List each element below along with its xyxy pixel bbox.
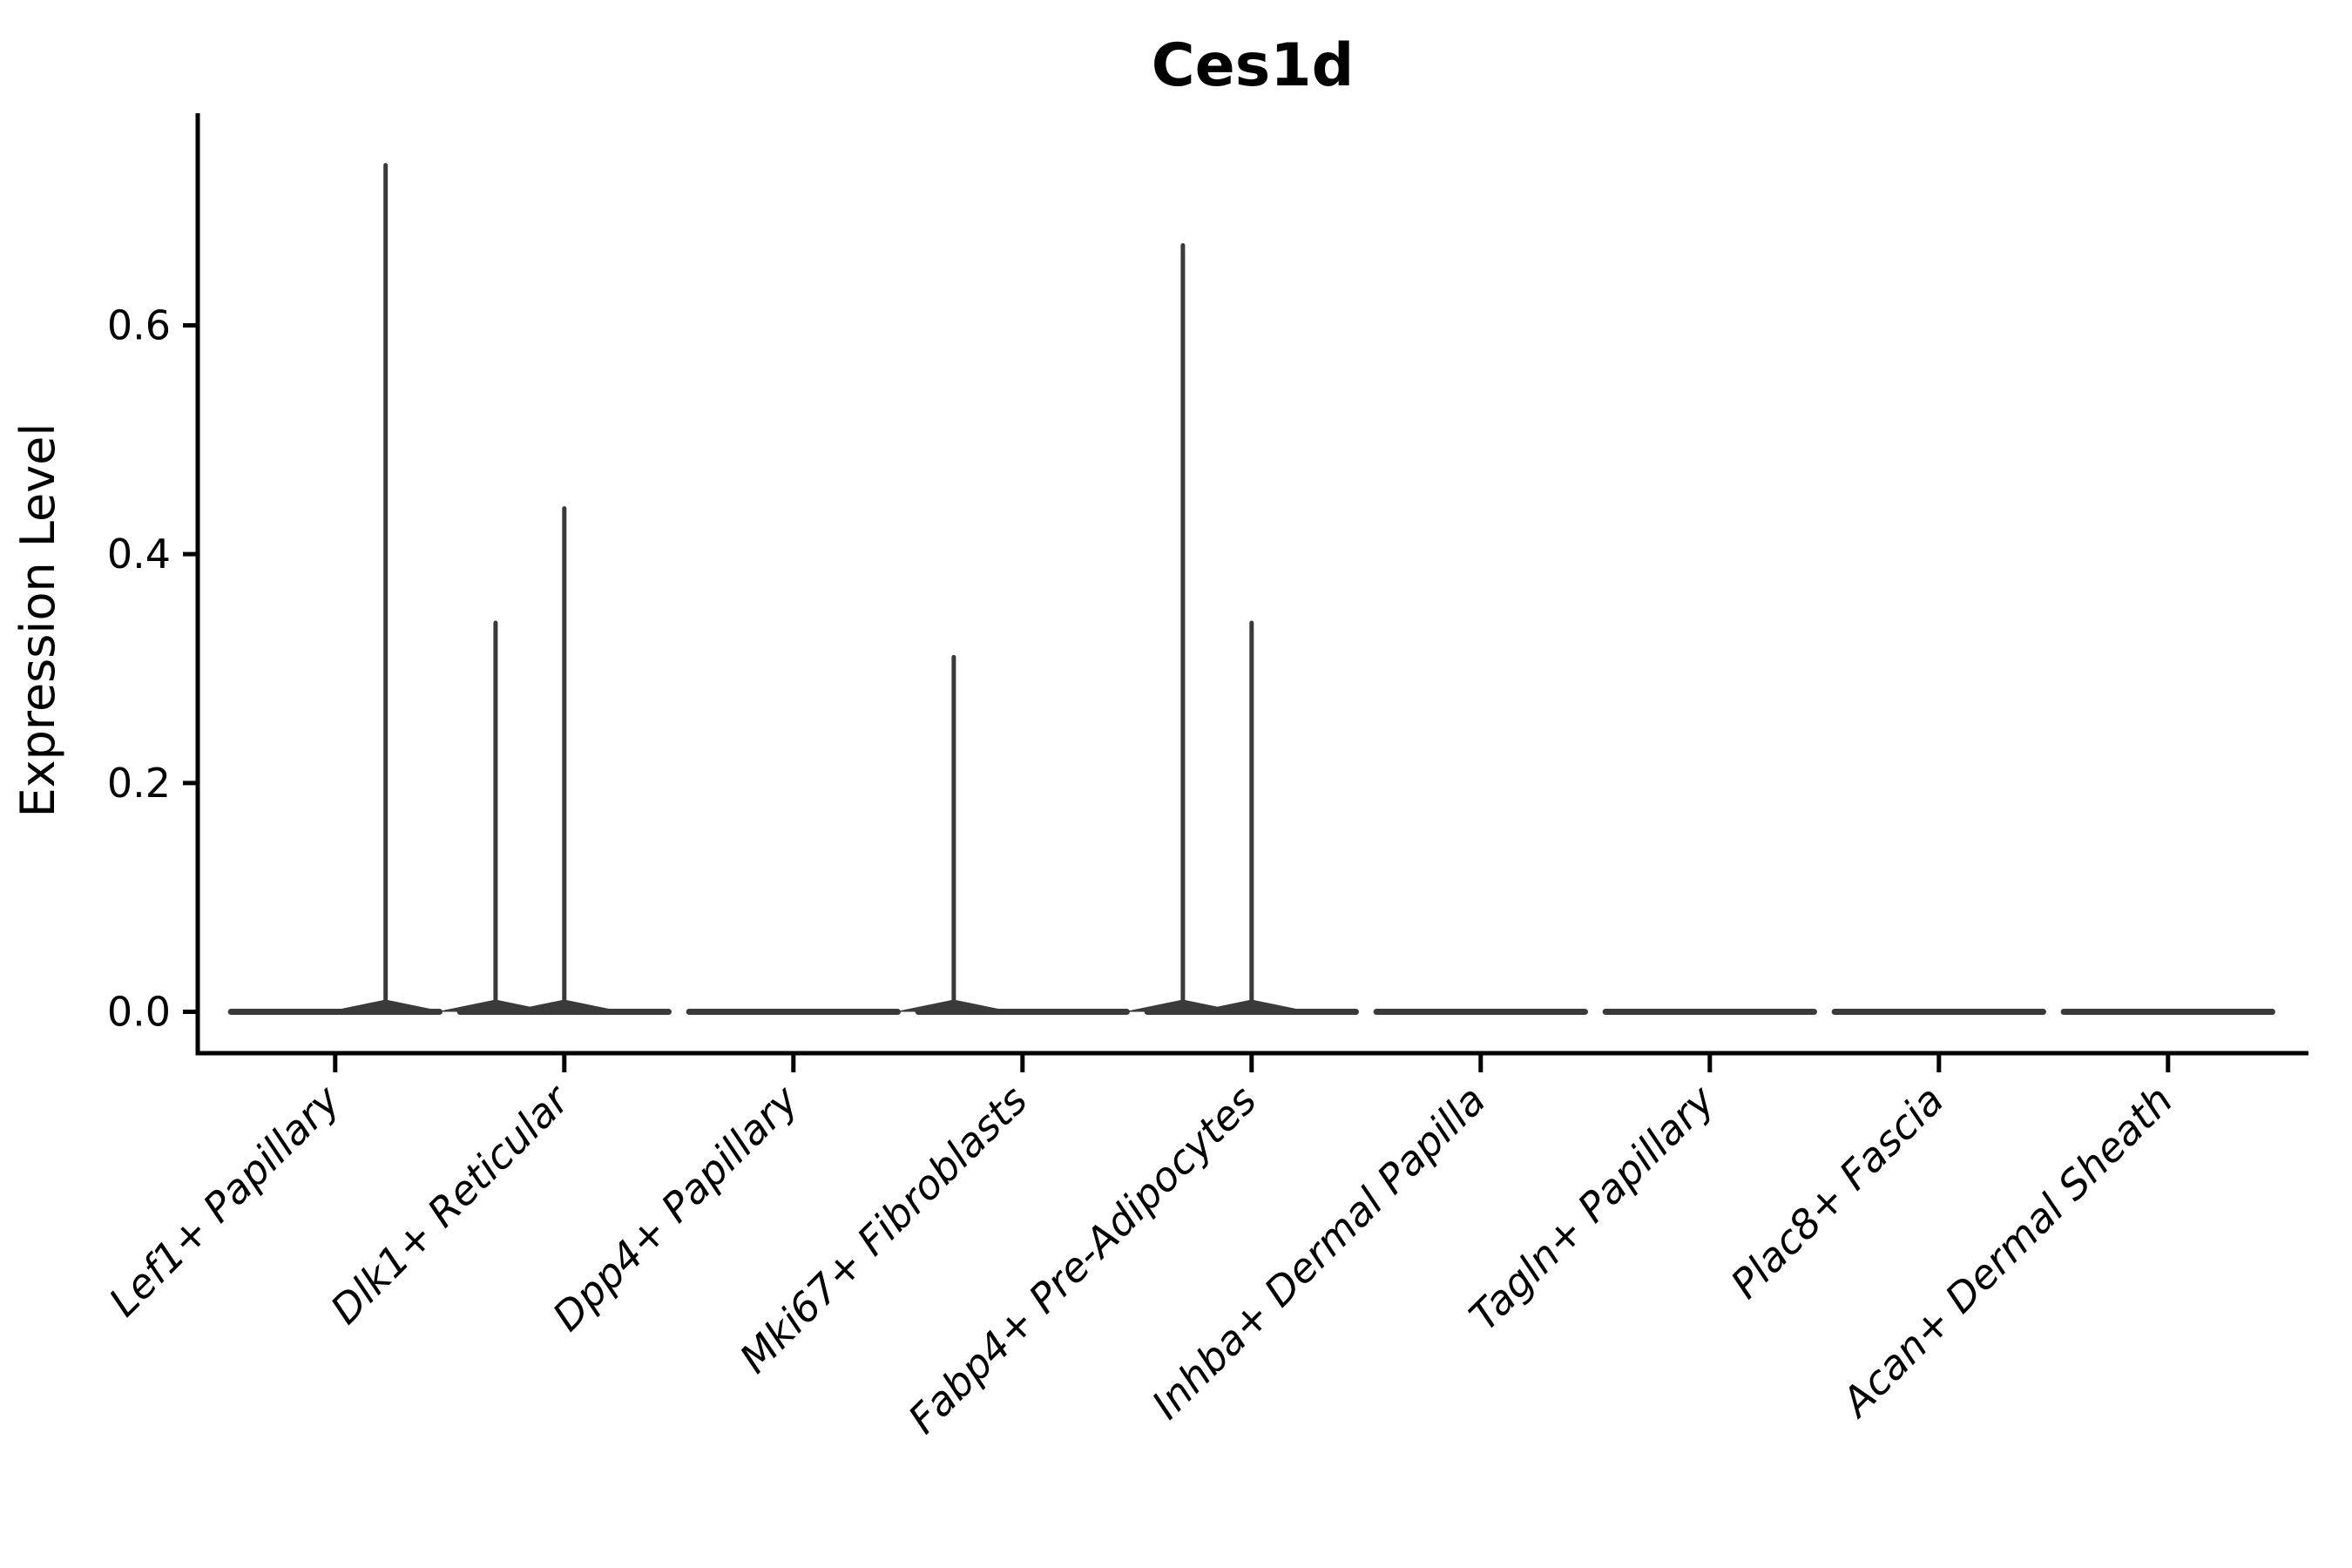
violin — [894, 654, 1130, 1015]
y-axis-ticks: 0.0 0.2 0.4 0.6 — [107, 302, 198, 1036]
chart-title: Ces1d — [1152, 31, 1355, 100]
y-tick-label: 0.0 — [107, 989, 171, 1036]
violin — [436, 506, 672, 1015]
y-axis-label: Expression Level — [10, 423, 65, 818]
violin — [1123, 243, 1359, 1015]
x-tick-label: Dpp4+ Papillary — [544, 1076, 808, 1340]
y-tick-label: 0.6 — [107, 302, 171, 349]
x-tick-label: Plac8+ Fascia — [1721, 1077, 1952, 1308]
y-tick-label: 0.2 — [107, 760, 171, 807]
x-tick-label: Lef1+ Papillary — [100, 1076, 349, 1325]
violins-layer — [227, 163, 2275, 1015]
violin — [227, 163, 445, 1015]
x-tick-label: Dlk1+ Reticular — [321, 1074, 580, 1333]
x-tick-label: Tagln+ Papillary — [1460, 1076, 1724, 1340]
y-tick-label: 0.4 — [107, 531, 171, 578]
